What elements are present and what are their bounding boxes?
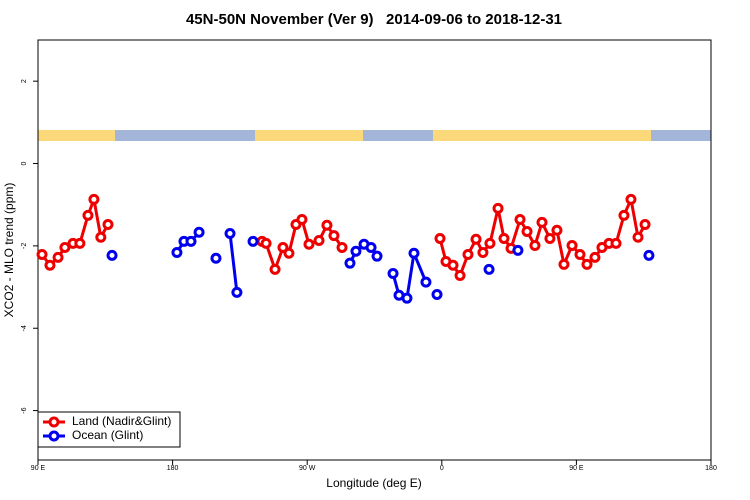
data-point [514,214,526,226]
data-point [247,235,259,247]
x-tick-label: 180 [705,465,717,472]
data-point [224,228,236,240]
data-point [498,232,510,244]
data-point [52,251,64,263]
y-tick-label: 2 [21,79,28,83]
data-point [44,259,56,271]
x-tick-label: 0 [440,465,444,472]
data-point [344,257,356,269]
data-point [536,216,548,228]
data-point [639,218,651,230]
data-point [462,249,474,261]
data-point [283,247,295,259]
data-point [434,232,446,244]
data-point [558,258,570,270]
data-point [328,230,340,242]
y-tick-label: -6 [21,407,28,413]
data-point [365,242,377,254]
data-point [521,225,533,237]
data-point [296,214,308,226]
data-point [106,249,118,261]
data-point [431,288,443,300]
data-point [551,224,563,236]
data-point [74,237,86,249]
data-point [447,259,459,271]
x-axis-label: Longitude (deg E) [326,476,421,490]
data-point [336,242,348,254]
data-point [492,202,504,214]
y-tick-label: 0 [21,161,28,165]
land-band [38,130,115,141]
data-point [231,286,243,298]
data-point [529,239,541,251]
data-point [566,239,578,251]
data-point [59,242,71,254]
x-tick-label: 90 E [569,465,584,472]
data-point [408,247,420,259]
land-band [255,130,363,141]
data-point [102,218,114,230]
data-point [401,292,413,304]
y-axis-label: XCO2 - MLO trend (ppm) [2,183,16,318]
data-point [483,263,495,275]
data-point [269,263,281,275]
y-tick-label: -4 [21,325,28,331]
data-point [350,245,362,257]
legend-box [37,411,181,448]
land-ocean-strip [38,130,711,141]
data-point [303,238,315,250]
y-tick-label: -2 [21,243,28,249]
ocean-band [38,130,711,141]
data-point [470,233,482,245]
data-point [387,267,399,279]
legend: Land (Nadir&Glint)Ocean (Glint) [37,411,181,448]
data-point [454,270,466,282]
data-point [313,235,325,247]
x-tick-label: 90 E [31,465,46,472]
data-point [321,219,333,231]
data-point [36,249,48,261]
data-point [82,209,94,221]
data-point [185,235,197,247]
data-point [95,231,107,243]
data-point [512,244,524,256]
legend-label: Land (Nadir&Glint) [72,414,171,428]
legend-marker [48,430,60,442]
data-point [193,226,205,238]
data-point [544,232,556,244]
data-point [420,276,432,288]
data-point [625,193,637,205]
data-point [589,251,601,263]
data-point [618,209,630,221]
data-point [632,231,644,243]
data-point [581,258,593,270]
legend-marker [48,416,60,428]
data-point [484,237,496,249]
data-point [171,246,183,258]
plot-frame [37,39,712,461]
data-point [643,249,655,261]
legend-label: Ocean (Glint) [72,428,143,442]
land-band [433,130,651,141]
data-point [477,246,489,258]
data-point [260,237,272,249]
data-point [610,237,622,249]
data-point [210,252,222,264]
chart-title: 45N-50N November (Ver 9) 2014-09-06 to 2… [186,11,562,28]
x-tick-label: 90 W [299,465,316,472]
data-point [371,250,383,262]
data-point [88,193,100,205]
x-tick-label: 180 [167,465,179,472]
data-point [574,249,586,261]
